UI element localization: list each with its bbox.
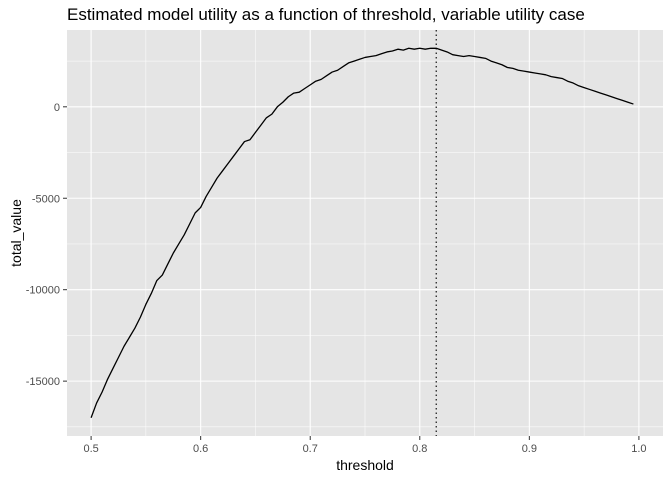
y-tick-label: -10000: [26, 285, 60, 297]
x-axis-ticks: 0.5 0.6 0.7 0.8 0.9 1.0: [83, 436, 647, 455]
major-gridlines: [67, 30, 663, 436]
x-tick-label: 0.7: [303, 443, 318, 455]
y-tick-label: -15000: [26, 376, 60, 388]
chart-title: Estimated model utility as a function of…: [67, 5, 585, 24]
x-tick-label: 0.5: [83, 443, 98, 455]
x-axis-title: threshold: [336, 457, 394, 473]
minor-gridlines: [67, 30, 663, 436]
x-tick-label: 1.0: [631, 443, 646, 455]
y-axis-title: total_value: [8, 199, 24, 267]
series-line-total-value: [90, 47, 634, 418]
x-tick-label: 0.6: [193, 443, 208, 455]
x-tick-label: 0.9: [522, 443, 537, 455]
y-axis-ticks: -15000 -10000 -5000 0: [26, 102, 67, 388]
x-tick-label: 0.8: [412, 443, 427, 455]
y-tick-label: -5000: [32, 193, 60, 205]
y-tick-label: 0: [54, 102, 60, 114]
